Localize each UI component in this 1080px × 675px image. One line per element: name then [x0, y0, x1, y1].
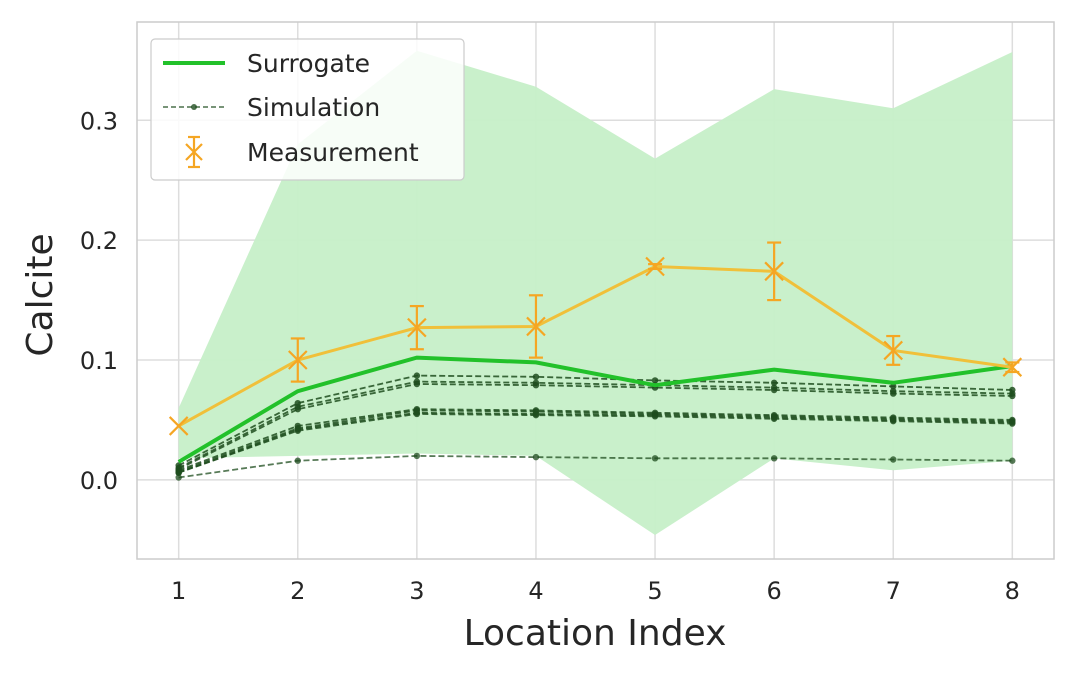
simulation-point-8-3	[413, 452, 421, 460]
simulation-line-3	[178, 383, 1013, 470]
simulation-point-8-4	[532, 453, 540, 461]
simulation-point-8-2	[294, 457, 301, 464]
measurement-line	[177, 265, 1013, 428]
legend-box	[150, 38, 465, 181]
simulation-point-3-4	[532, 381, 540, 389]
simulation-point-7-4	[532, 411, 540, 419]
surrogate-series	[177, 355, 1013, 464]
x-tick-label-4: 4	[528, 577, 543, 605]
x-tick-label-3: 3	[409, 577, 424, 605]
legend-simulation-marker	[191, 104, 197, 110]
x-tick-labels: 1 2 3 4 5 6 7 8	[171, 577, 1020, 605]
measurement-marker-b-5	[645, 256, 665, 277]
simulation-point-3-6	[770, 386, 778, 394]
simulation-line-1	[178, 374, 1013, 467]
simulation-point-7-8	[1009, 420, 1016, 427]
x-tick-label-7: 7	[886, 577, 901, 605]
measurement-point-3	[407, 304, 427, 351]
y-tick-label-2: 0.2	[80, 227, 118, 255]
simulation-point-1-3	[413, 372, 421, 379]
measurement-point-6	[764, 241, 784, 302]
measurement-point-1	[168, 416, 189, 436]
measurement-point-2	[287, 337, 308, 383]
simulation-point-1-6	[770, 379, 778, 386]
legend: Surrogate Simulation Measurement	[150, 38, 465, 181]
simulation-point-7-6	[770, 415, 778, 422]
measurement-point-7	[883, 334, 904, 366]
simulation-point-7-5	[651, 413, 659, 420]
surrogate-line	[177, 355, 1013, 464]
simulation-point-1-7	[890, 383, 897, 390]
legend-measurement-marker	[185, 135, 203, 169]
simulation-line-5	[178, 409, 1013, 473]
simulation-point-1-5	[651, 377, 659, 384]
measurement-marker-b-7	[883, 340, 904, 361]
x-axis-label: Location Index	[464, 613, 727, 654]
simulation-point-8-6	[770, 455, 778, 462]
measurement-marker-b-6	[764, 261, 784, 282]
y-tick-label-0: 0.0	[80, 467, 118, 495]
x-tick-label-2: 2	[290, 577, 305, 605]
legend-measurement-label: Measurement	[247, 138, 419, 167]
measurement-point-5	[645, 256, 665, 277]
y-tick-labels: 0.0 0.1 0.2 0.3	[80, 107, 118, 495]
simulation-point-7-7	[890, 417, 897, 425]
simulation-point-8-7	[890, 456, 897, 463]
x-tick-label-8: 8	[1005, 577, 1020, 605]
simulation-line-8	[178, 455, 1013, 479]
measurement-point-4	[526, 294, 546, 359]
measurement-series	[168, 241, 1023, 436]
measurement-marker-b-3	[407, 317, 427, 338]
y-tick-label-3: 0.3	[80, 107, 118, 135]
x-tick-label-5: 5	[647, 577, 662, 605]
simulation-point-1-4	[532, 373, 540, 381]
simulation-series	[175, 372, 1016, 481]
simulation-point-3-8	[1009, 392, 1016, 400]
legend-simulation-label: Simulation	[247, 93, 380, 122]
plot-frame	[136, 21, 1055, 560]
simulation-point-7-2	[294, 427, 301, 434]
simulation-line-4	[178, 408, 1013, 472]
measurement-marker-b-4	[526, 316, 546, 337]
simulation-point-8-1	[175, 474, 182, 481]
simulation-point-8-8	[1009, 457, 1016, 464]
y-tick-label-1: 0.1	[80, 347, 118, 375]
measurement-point-8	[1002, 357, 1023, 377]
simulation-line-6	[178, 411, 1013, 474]
simulation-point-3-2	[294, 405, 301, 413]
y-axis-label: Calcite	[20, 233, 61, 356]
measurement-marker-b-8	[1002, 357, 1023, 377]
legend-surrogate-label: Surrogate	[247, 49, 370, 78]
measurement-marker-b-1	[168, 416, 189, 436]
simulation-line-2	[178, 380, 1013, 469]
simulation-point-8-5	[651, 455, 659, 462]
simulation-point-3-7	[890, 390, 897, 397]
measurement-marker-b-2	[287, 350, 308, 370]
simulation-point-3-3	[413, 380, 421, 388]
simulation-line-7	[178, 413, 1013, 474]
x-tick-label-6: 6	[766, 577, 781, 605]
x-tick-label-1: 1	[171, 577, 186, 605]
simulation-point-7-3	[413, 410, 421, 418]
simulation-point-7-1	[175, 469, 182, 476]
